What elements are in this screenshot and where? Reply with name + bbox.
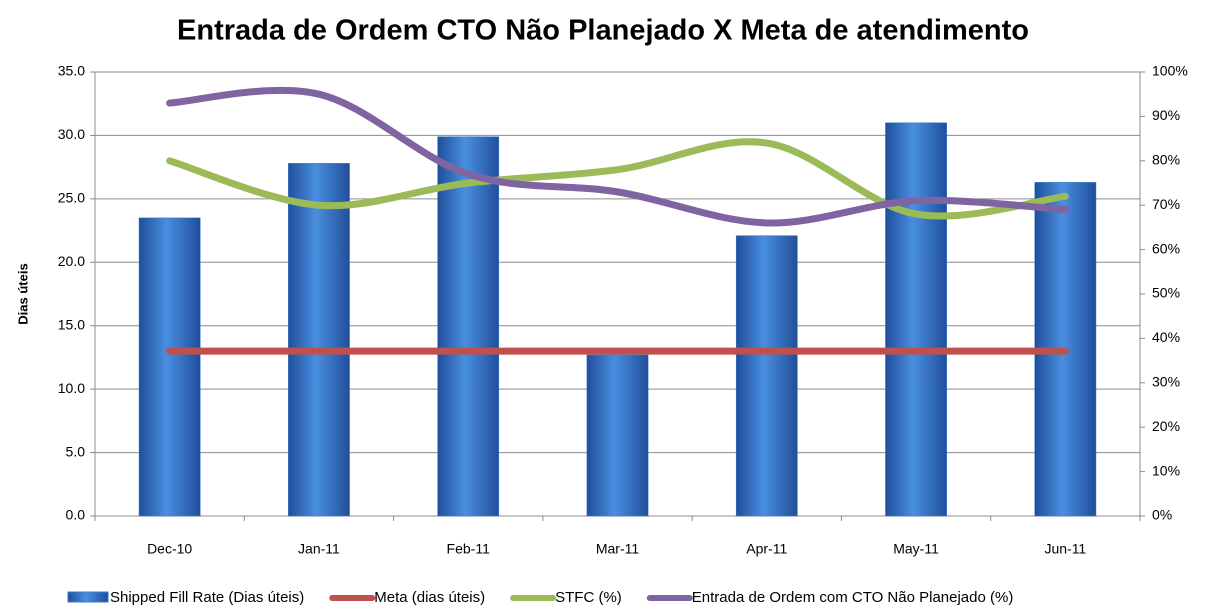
y2-tick-label: 40% [1152, 329, 1180, 345]
y2-tick-label: 80% [1152, 152, 1180, 168]
y-tick-label: 35.0 [58, 63, 85, 79]
x-tick-label: Feb-11 [447, 541, 491, 557]
y2-tick-label: 10% [1152, 462, 1180, 478]
y2-tick-label: 100% [1152, 63, 1188, 79]
y2-tick-label: 20% [1152, 418, 1180, 434]
chart-title: Entrada de Ordem CTO Não Planejado X Met… [177, 15, 1029, 47]
y2-tick-label: 0% [1152, 507, 1172, 523]
y-axis-title: Dias úteis [15, 263, 30, 324]
y-tick-label: 30.0 [58, 126, 85, 142]
bar [288, 163, 350, 517]
line [166, 138, 1069, 220]
y-tick-label: 25.0 [58, 190, 85, 206]
x-tick-label: Mar-11 [596, 541, 640, 557]
legend-swatch [67, 591, 109, 603]
y-tick-label: 5.0 [66, 443, 86, 459]
x-tick-label: May-11 [893, 541, 939, 557]
y-tick-label: 10.0 [58, 380, 85, 396]
y2-tick-label: 60% [1152, 240, 1180, 256]
x-tick-label: Jan-11 [298, 541, 340, 557]
y2-tick-label: 90% [1152, 107, 1180, 123]
line [166, 86, 1069, 227]
legend-label: Entrada de Ordem com CTO Não Planejado (… [692, 589, 1014, 606]
y-tick-label: 20.0 [58, 253, 85, 269]
y2-tick-label: 30% [1152, 374, 1180, 390]
legend-label: Meta (dias úteis) [374, 589, 485, 606]
bar [885, 122, 947, 517]
legend-label: STFC (%) [555, 589, 622, 606]
y2-tick-label: 70% [1152, 196, 1180, 212]
y-tick-label: 0.0 [66, 507, 86, 523]
x-tick-label: Dec-10 [147, 541, 192, 557]
bar [437, 136, 500, 517]
legend-label: Shipped Fill Rate (Dias úteis) [110, 589, 304, 606]
y-tick-label: 15.0 [58, 316, 85, 332]
bar [735, 235, 798, 517]
y2-tick-label: 50% [1152, 285, 1180, 301]
x-tick-label: Apr-11 [746, 541, 787, 557]
bar [586, 354, 649, 517]
x-tick-label: Jun-11 [1044, 541, 1086, 557]
bar [138, 217, 201, 517]
